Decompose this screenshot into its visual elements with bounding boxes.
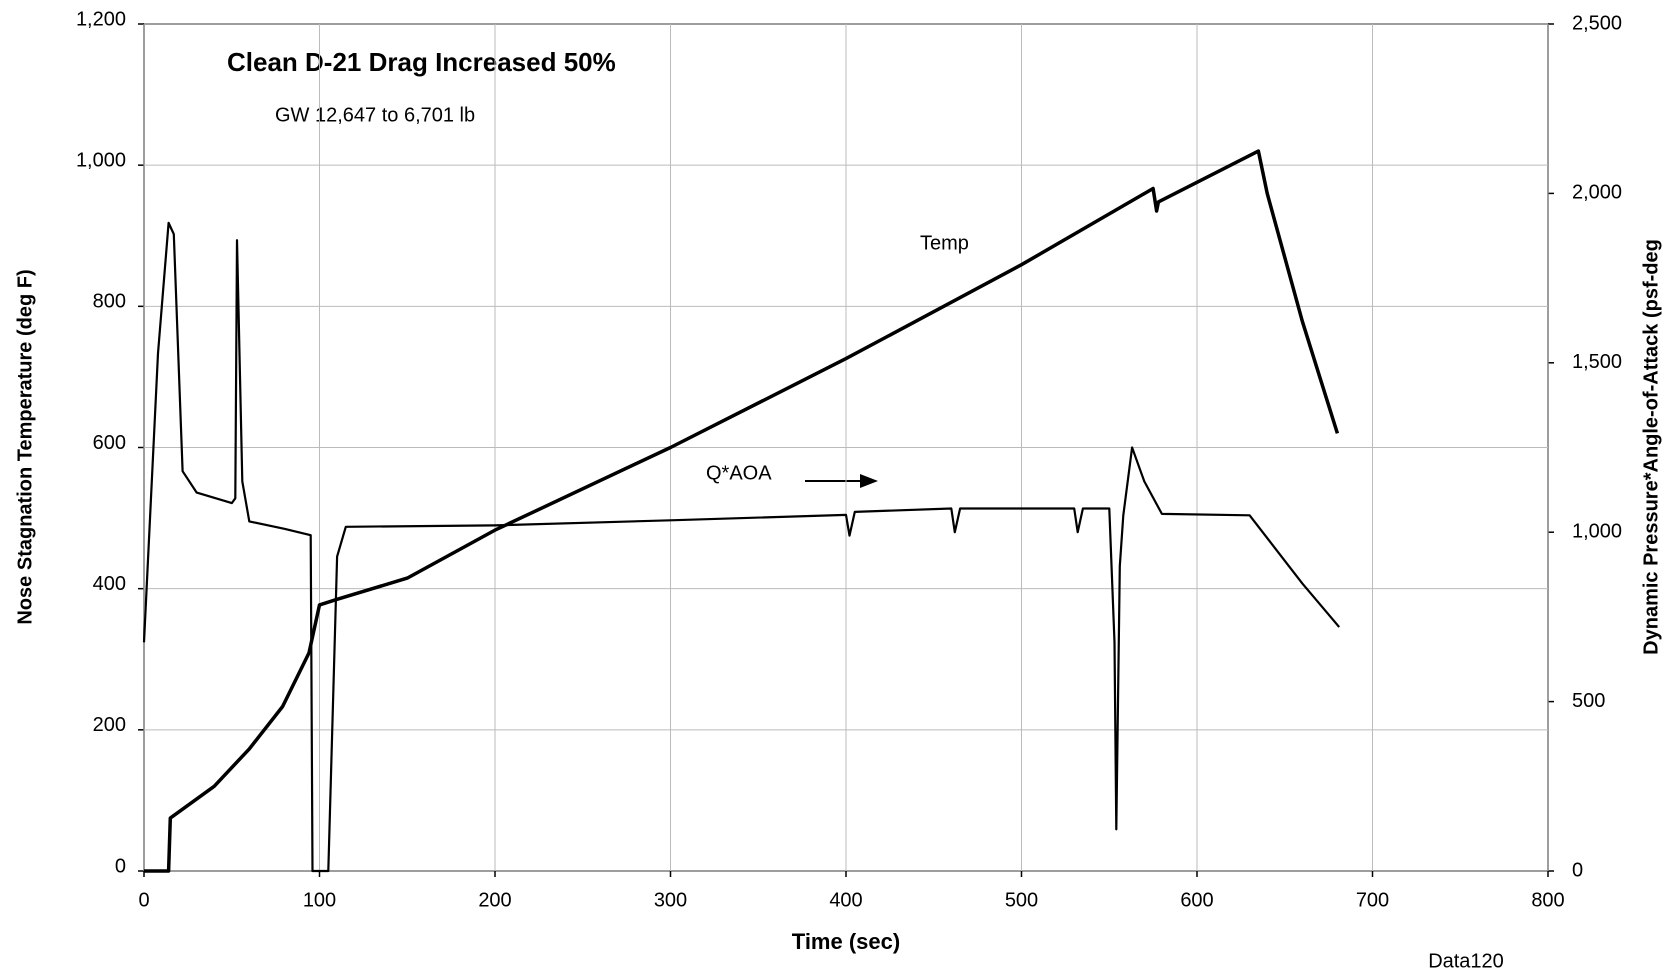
y2-tick-label: 1,000 xyxy=(1572,520,1622,542)
chart-subtitle: GW 12,647 to 6,701 lb xyxy=(275,104,475,126)
source-note: Data120 xyxy=(1428,950,1504,972)
y2-tick-label: 2,000 xyxy=(1572,182,1622,204)
series-line xyxy=(144,149,1340,873)
x-tick-label: 300 xyxy=(654,889,687,911)
y-tick-label: 1,000 xyxy=(76,149,126,171)
y2-tick-label: 500 xyxy=(1572,690,1605,712)
x-tick-label: 0 xyxy=(138,889,149,911)
y-tick-label: 200 xyxy=(93,714,126,736)
y2-tick-label: 2,500 xyxy=(1572,12,1622,34)
x-tick-label: 400 xyxy=(829,889,862,911)
y-tick-label: 600 xyxy=(93,432,126,454)
x-tick-label: 800 xyxy=(1531,889,1564,911)
x-tick-label: 600 xyxy=(1180,889,1213,911)
annotation-arrow xyxy=(805,474,878,488)
x-tick-label: 500 xyxy=(1005,889,1038,911)
x-axis-label: Time (sec) xyxy=(792,929,900,954)
x-tick-label: 700 xyxy=(1356,889,1389,911)
y-tick-label: 400 xyxy=(93,573,126,595)
y2-tick-label: 1,500 xyxy=(1572,351,1622,373)
series-line xyxy=(142,221,1341,873)
y-tick-label: 0 xyxy=(115,855,126,877)
x-tick-label: 200 xyxy=(478,889,511,911)
y2-tick-label: 0 xyxy=(1572,859,1583,881)
y2-axis-label: Dynamic Pressure*Angle-of-Attack (psf-de… xyxy=(1640,239,1662,655)
y-axis-label: Nose Stagnation Temperature (deg F) xyxy=(14,269,36,624)
y-tick-label: 800 xyxy=(93,291,126,313)
x-tick-label: 100 xyxy=(303,889,336,911)
chart-title: Clean D-21 Drag Increased 50% xyxy=(227,47,616,77)
annotation: Q*AOA xyxy=(706,462,772,484)
y-tick-label: 1,200 xyxy=(76,8,126,30)
annotation: Temp xyxy=(920,232,969,254)
